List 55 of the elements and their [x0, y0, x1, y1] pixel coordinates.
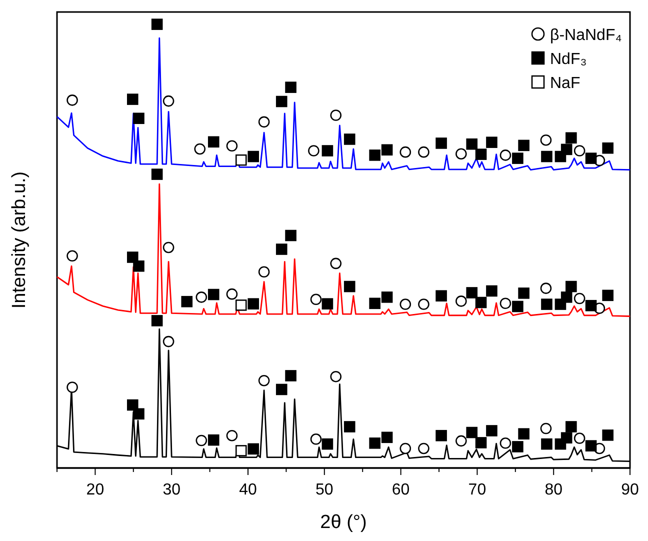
point — [540, 282, 552, 294]
point — [310, 434, 322, 445]
point — [66, 382, 78, 393]
point — [258, 116, 270, 128]
point — [235, 154, 247, 166]
point — [500, 438, 512, 449]
point — [330, 110, 342, 121]
point — [235, 300, 247, 311]
point — [196, 292, 208, 303]
point — [66, 250, 78, 262]
point — [235, 445, 247, 456]
x-tick-label: 70 — [468, 482, 486, 499]
point — [574, 292, 586, 304]
point — [400, 146, 412, 158]
point — [330, 258, 342, 270]
legend-label: β-NaNdF₄ — [550, 27, 622, 44]
x-tick-label: 60 — [392, 482, 410, 499]
x-tick-label: 90 — [621, 482, 639, 499]
point — [456, 296, 467, 307]
point — [258, 266, 270, 278]
point — [574, 432, 586, 444]
point — [310, 294, 322, 306]
point — [500, 150, 512, 161]
legend-label: NdF₃ — [550, 51, 587, 68]
point — [196, 434, 208, 446]
legend-label: NaF — [550, 75, 580, 92]
point — [400, 298, 412, 310]
x-tick-label: 20 — [86, 482, 104, 499]
point — [194, 143, 206, 155]
point — [418, 442, 430, 454]
x-tick-label: 40 — [239, 482, 257, 499]
point — [226, 140, 238, 152]
point — [500, 298, 512, 310]
point — [226, 288, 238, 300]
point — [162, 242, 174, 254]
point — [456, 435, 467, 447]
point — [162, 95, 174, 107]
point — [540, 134, 552, 146]
point — [418, 298, 430, 310]
x-axis-title: 2θ (°) — [320, 512, 367, 533]
point — [330, 370, 342, 382]
point — [258, 374, 270, 386]
point — [418, 146, 430, 158]
point — [400, 442, 412, 454]
x-tick-label: 80 — [544, 482, 563, 499]
point — [308, 145, 320, 156]
point — [226, 430, 238, 442]
point — [574, 145, 586, 156]
point — [162, 336, 174, 348]
y-axis-title: Intensity (arb.u.) — [9, 171, 30, 309]
x-tick-label: 30 — [162, 482, 181, 499]
point — [456, 148, 467, 160]
x-tick-label: 50 — [316, 482, 334, 499]
point — [540, 422, 552, 434]
point — [66, 94, 78, 106]
